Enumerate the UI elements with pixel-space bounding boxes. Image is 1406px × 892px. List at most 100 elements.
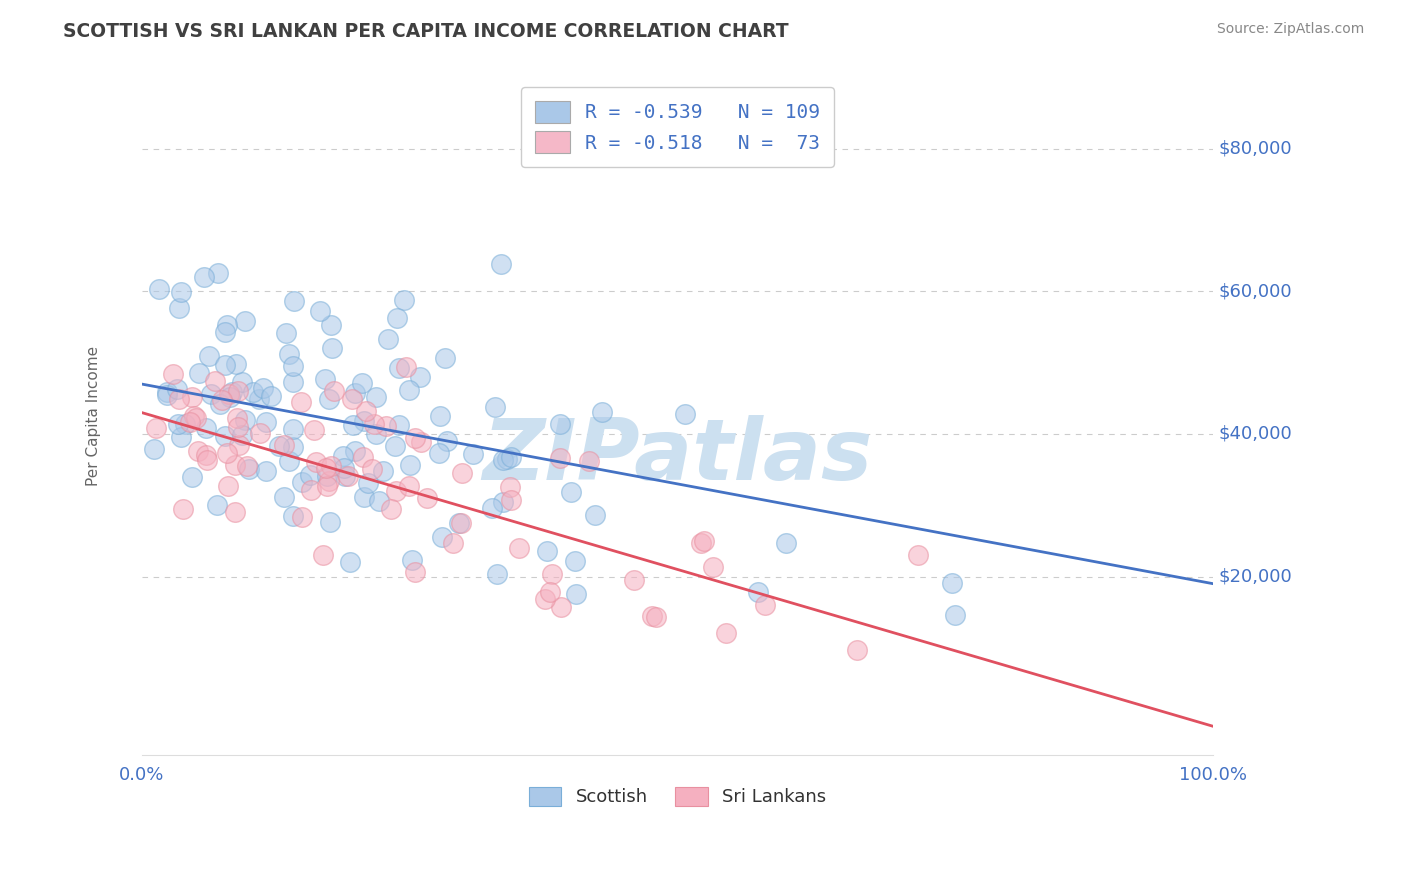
Point — [299, 468, 322, 483]
Point — [204, 375, 226, 389]
Point — [233, 314, 256, 328]
Text: ZIPatlas: ZIPatlas — [482, 416, 873, 499]
Point — [339, 556, 361, 570]
Point — [181, 390, 204, 404]
Text: $80,000: $80,000 — [1219, 140, 1292, 158]
Point — [194, 448, 217, 462]
Point — [364, 390, 387, 404]
Point — [332, 450, 354, 464]
Legend: Scottish, Sri Lankans: Scottish, Sri Lankans — [522, 780, 834, 814]
Point — [260, 389, 283, 403]
Point — [145, 421, 167, 435]
Point — [690, 535, 713, 549]
Point — [430, 530, 453, 544]
Point — [273, 490, 295, 504]
Point — [673, 407, 696, 421]
Point — [380, 502, 402, 516]
Point — [374, 419, 396, 434]
Point — [361, 462, 384, 476]
Point — [538, 585, 561, 599]
Point — [179, 416, 201, 430]
Point — [747, 585, 769, 599]
Point — [548, 450, 571, 465]
Point — [354, 404, 377, 418]
Point — [343, 444, 366, 458]
Text: $20,000: $20,000 — [1219, 567, 1292, 586]
Point — [335, 469, 357, 483]
Point — [489, 257, 512, 271]
Point — [290, 395, 312, 409]
Point — [314, 372, 336, 386]
Point — [693, 533, 716, 548]
Point — [291, 475, 314, 489]
Point — [305, 455, 328, 469]
Point — [183, 409, 205, 423]
Point — [224, 505, 246, 519]
Point — [205, 498, 228, 512]
Point — [565, 587, 588, 601]
Point — [434, 351, 457, 365]
Point — [404, 430, 426, 444]
Point — [342, 418, 364, 433]
Point — [187, 443, 209, 458]
Point — [398, 384, 420, 398]
Text: SCOTTISH VS SRI LANKAN PER CAPITA INCOME CORRELATION CHART: SCOTTISH VS SRI LANKAN PER CAPITA INCOME… — [63, 22, 789, 41]
Point — [450, 516, 472, 530]
Point — [224, 458, 246, 473]
Point — [398, 478, 420, 492]
Point — [461, 446, 484, 460]
Point — [166, 382, 188, 396]
Point — [392, 293, 415, 308]
Point — [290, 510, 312, 524]
Point — [167, 301, 190, 315]
Point — [591, 405, 613, 419]
Point — [384, 439, 406, 453]
Point — [283, 440, 305, 454]
Point — [312, 548, 335, 562]
Point — [217, 478, 239, 492]
Point — [281, 422, 304, 436]
Point — [754, 598, 776, 612]
Point — [364, 427, 387, 442]
Point — [333, 460, 356, 475]
Point — [702, 560, 724, 574]
Text: Per Capita Income: Per Capita Income — [86, 346, 101, 486]
Point — [193, 269, 215, 284]
Point — [188, 366, 211, 380]
Point — [172, 501, 194, 516]
Text: $40,000: $40,000 — [1219, 425, 1292, 443]
Point — [299, 483, 322, 497]
Point — [207, 266, 229, 280]
Point — [215, 445, 238, 459]
Point — [162, 367, 184, 381]
Point — [481, 500, 503, 515]
Point — [578, 454, 600, 468]
Point — [496, 452, 519, 467]
Point — [156, 385, 179, 400]
Point — [368, 494, 391, 508]
Text: Source: ZipAtlas.com: Source: ZipAtlas.com — [1216, 22, 1364, 37]
Point — [714, 625, 737, 640]
Point — [283, 376, 305, 390]
Point — [198, 349, 221, 363]
Point — [208, 397, 231, 411]
Point — [499, 480, 522, 494]
Point — [247, 392, 270, 406]
Point — [173, 417, 195, 431]
Point — [233, 412, 256, 426]
Point — [623, 573, 645, 587]
Point — [363, 417, 385, 432]
Point — [180, 470, 202, 484]
Point — [274, 326, 297, 341]
Point — [447, 516, 470, 531]
Point — [283, 359, 305, 374]
Point — [254, 415, 277, 429]
Point — [197, 452, 219, 467]
Point — [907, 549, 929, 563]
Point — [254, 464, 277, 478]
Point — [309, 304, 332, 318]
Point — [215, 318, 238, 332]
Point — [319, 459, 342, 474]
Point — [236, 458, 259, 473]
Point — [411, 435, 433, 450]
